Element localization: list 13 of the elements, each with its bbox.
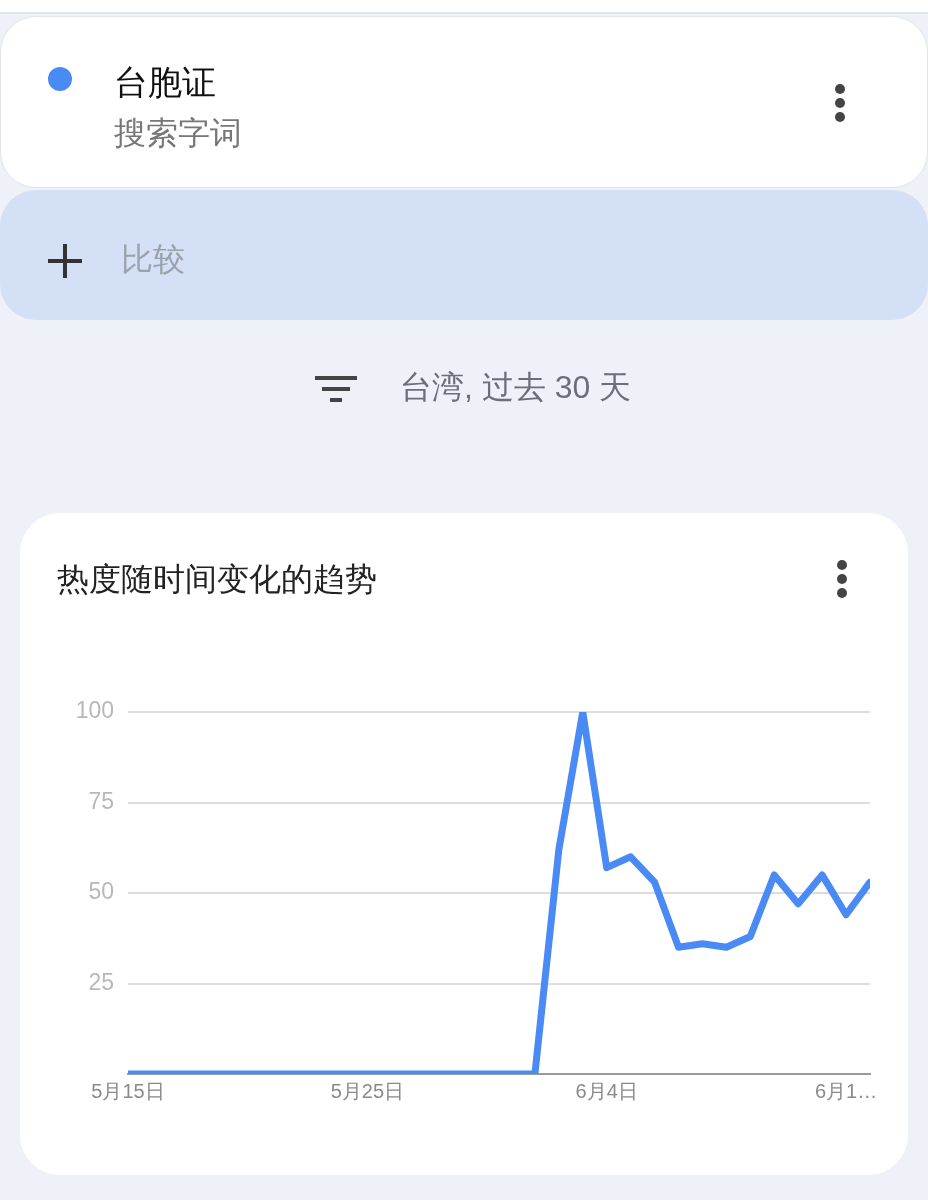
chart-title: 热度随时间变化的趋势: [57, 560, 377, 599]
y-tick-label: 50: [88, 878, 114, 905]
y-tick-label: 100: [75, 697, 114, 724]
x-tick-label: 5月25日: [330, 1079, 405, 1102]
y-tick-label: 75: [88, 787, 114, 814]
text: 搜索字词: [114, 114, 242, 153]
text: 比较: [121, 240, 185, 279]
y-tick-label: 25: [88, 968, 114, 995]
x-tick-label: 6月1…: [814, 1079, 878, 1102]
text: 台湾, 过去 30 天: [400, 368, 632, 407]
x-tick-label: 6月4日: [575, 1079, 638, 1102]
x-tick-label: 5月15日: [91, 1079, 165, 1102]
legend-label: 台胞证: [114, 62, 216, 103]
